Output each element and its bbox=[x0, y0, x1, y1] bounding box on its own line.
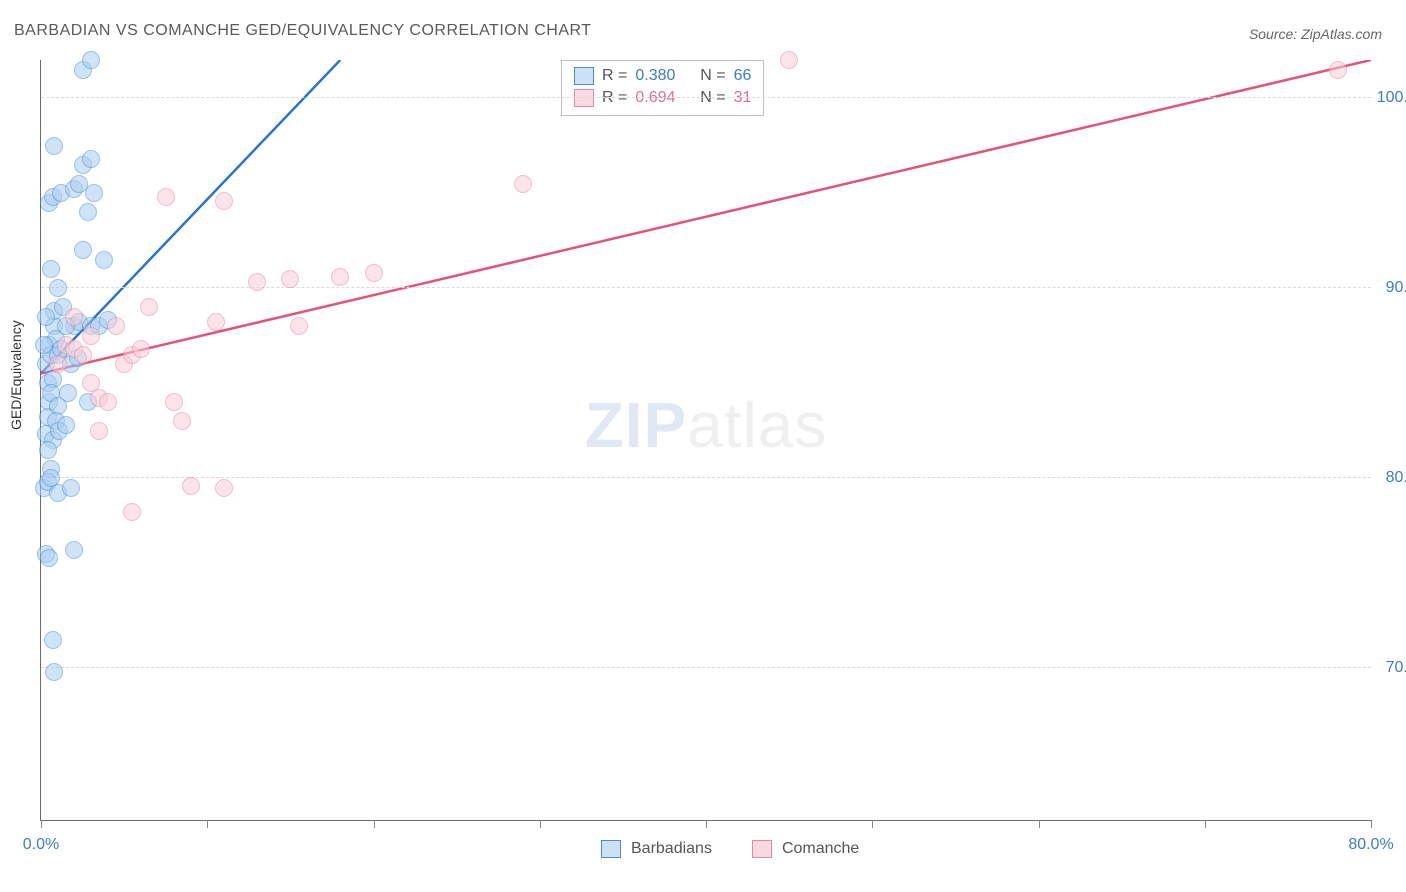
data-point bbox=[514, 175, 532, 193]
gridline bbox=[41, 667, 1371, 668]
swatch-pink-icon bbox=[574, 89, 594, 107]
data-point bbox=[49, 279, 67, 297]
series-legend: Barbadians Comanche bbox=[601, 840, 859, 858]
swatch-blue-icon bbox=[601, 840, 621, 858]
trend-lines bbox=[41, 60, 1371, 820]
data-point bbox=[90, 422, 108, 440]
data-point bbox=[82, 150, 100, 168]
data-point bbox=[165, 393, 183, 411]
legend-row-comanche: R = 0.694 N = 31 bbox=[574, 87, 751, 109]
data-point bbox=[207, 313, 225, 331]
x-tick bbox=[374, 820, 375, 828]
data-point bbox=[182, 477, 200, 495]
data-point bbox=[45, 137, 63, 155]
data-point bbox=[82, 51, 100, 69]
x-tick bbox=[1205, 820, 1206, 828]
watermark: ZIPatlas bbox=[585, 388, 828, 462]
chart-title: BARBADIAN VS COMANCHE GED/EQUIVALENCY CO… bbox=[14, 22, 592, 40]
data-point bbox=[215, 479, 233, 497]
data-point bbox=[365, 264, 383, 282]
x-tick bbox=[1371, 820, 1372, 828]
data-point bbox=[82, 327, 100, 345]
swatch-pink-icon bbox=[752, 840, 772, 858]
data-point bbox=[49, 355, 67, 373]
data-point bbox=[780, 51, 798, 69]
data-point bbox=[62, 479, 80, 497]
data-point bbox=[59, 384, 77, 402]
legend-row-barbadians: R = 0.380 N = 66 bbox=[574, 65, 751, 87]
data-point bbox=[281, 270, 299, 288]
data-point bbox=[45, 663, 63, 681]
gridline bbox=[41, 97, 1371, 98]
x-tick bbox=[207, 820, 208, 828]
data-point bbox=[157, 188, 175, 206]
data-point bbox=[35, 336, 53, 354]
data-point bbox=[65, 541, 83, 559]
data-point bbox=[65, 308, 83, 326]
x-tick bbox=[706, 820, 707, 828]
swatch-blue-icon bbox=[574, 67, 594, 85]
data-point bbox=[248, 273, 266, 291]
gridline bbox=[41, 287, 1371, 288]
data-point bbox=[1329, 61, 1347, 79]
data-point bbox=[290, 317, 308, 335]
data-point bbox=[140, 298, 158, 316]
data-point bbox=[215, 192, 233, 210]
x-tick-label: 80.0% bbox=[1348, 836, 1393, 854]
data-point bbox=[173, 412, 191, 430]
source-attribution: Source: ZipAtlas.com bbox=[1249, 26, 1382, 42]
y-tick-label: 80.0% bbox=[1376, 469, 1406, 487]
data-point bbox=[74, 346, 92, 364]
data-point bbox=[37, 308, 55, 326]
correlation-legend: R = 0.380 N = 66 R = 0.694 N = 31 bbox=[561, 60, 764, 116]
x-tick-label: 0.0% bbox=[23, 836, 59, 854]
gridline bbox=[41, 477, 1371, 478]
x-tick bbox=[1039, 820, 1040, 828]
legend-item-comanche: Comanche bbox=[752, 840, 859, 858]
y-axis-label: GED/Equivalency bbox=[8, 320, 24, 430]
data-point bbox=[99, 393, 117, 411]
data-point bbox=[70, 175, 88, 193]
data-point bbox=[74, 241, 92, 259]
data-point bbox=[95, 251, 113, 269]
y-tick-label: 70.0% bbox=[1376, 659, 1406, 677]
data-point bbox=[40, 549, 58, 567]
x-tick bbox=[540, 820, 541, 828]
y-tick-label: 100.0% bbox=[1376, 89, 1406, 107]
data-point bbox=[39, 441, 57, 459]
data-point bbox=[79, 203, 97, 221]
x-tick bbox=[872, 820, 873, 828]
data-point bbox=[42, 260, 60, 278]
data-point bbox=[123, 503, 141, 521]
data-point bbox=[44, 631, 62, 649]
data-point bbox=[132, 340, 150, 358]
data-point bbox=[107, 317, 125, 335]
x-tick bbox=[41, 820, 42, 828]
data-point bbox=[331, 268, 349, 286]
data-point bbox=[57, 416, 75, 434]
y-tick-label: 90.0% bbox=[1376, 279, 1406, 297]
legend-item-barbadians: Barbadians bbox=[601, 840, 712, 858]
scatter-plot: ZIPatlas R = 0.380 N = 66 R = 0.694 N = … bbox=[40, 60, 1371, 821]
data-point bbox=[85, 184, 103, 202]
